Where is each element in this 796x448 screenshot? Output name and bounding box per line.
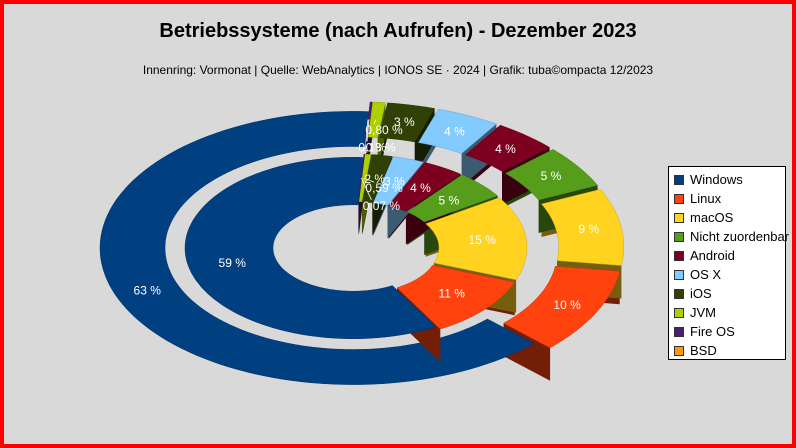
legend-label: Fire OS <box>690 324 735 339</box>
inner-label-windows: 59 % <box>219 256 247 270</box>
inner-label-ios: 2 % <box>364 172 385 186</box>
legend-label: macOS <box>690 210 734 225</box>
outer-leader-fire-os <box>366 119 370 142</box>
outer-label-fire-os: 0,13 % <box>358 141 396 155</box>
inner-slice-os-x <box>372 156 424 206</box>
outer-label-jvm: 0,80 % <box>365 123 403 137</box>
outer-label-ios: 3 % <box>394 115 415 129</box>
legend-swatch <box>674 193 684 204</box>
outer-leader-jvm <box>373 119 377 124</box>
inner-label-linux: 11 % <box>438 287 465 301</box>
legend-swatch <box>674 174 684 185</box>
chart-shapes <box>99 101 625 385</box>
inner-slice-macos <box>425 197 528 281</box>
legend-swatch <box>674 307 684 318</box>
legend-label: OS X <box>690 267 722 282</box>
outer-slice-jvm <box>367 101 386 138</box>
outer-label-windows: 63 % <box>134 284 162 298</box>
legend-swatch <box>674 345 684 356</box>
outer-slice-os-x <box>418 108 497 154</box>
legend-swatch <box>674 250 684 261</box>
legend-swatch <box>674 288 684 299</box>
legend-label: Nicht zuordenbar <box>690 229 789 244</box>
legend-label: iOS <box>690 286 712 301</box>
legend-item-android: Android <box>674 246 785 265</box>
outer-label-nicht-zuordenbar: 5 % <box>541 169 562 183</box>
inner-label-nicht-zuordenbar: 5 % <box>439 194 460 208</box>
legend-item-macos: macOS <box>674 208 785 227</box>
chart-labels: 59 %11 %15 %5 %4 %3 %2 %0,59 %0,07 %63 %… <box>134 115 600 312</box>
legend-swatch <box>674 231 684 242</box>
inner-label-os-x: 3 % <box>384 175 405 189</box>
legend-swatch <box>674 326 684 337</box>
legend-item-bsd: BSD <box>674 341 785 360</box>
inner-label-macos: 15 % <box>469 233 497 247</box>
outer-slice-nicht-zuordenbar <box>504 149 599 201</box>
outer-slice-linux <box>503 266 621 349</box>
outer-label-macos: 9 % <box>579 222 600 236</box>
inner-label-jvm: 0,59 % <box>365 181 403 195</box>
outer-slice-windows <box>99 111 535 385</box>
outer-slice-macos <box>541 189 625 266</box>
legend: Windows Linux macOS Nicht zuordenbar Android… <box>668 166 789 360</box>
inner-slice-linux <box>396 265 516 330</box>
outer-slice-android <box>464 124 551 172</box>
legend-item-ios: iOS <box>674 284 785 303</box>
outer-label-os-x: 4 % <box>444 124 465 138</box>
outer-label-linux: 10 % <box>553 298 581 312</box>
legend-item-nicht-zuordenbar: Nicht zuordenbar <box>674 227 789 246</box>
outer-label-bsd: 0 % <box>366 141 387 155</box>
legend-item-os-x: OS X <box>674 265 785 284</box>
inner-slice-android <box>388 162 462 212</box>
legend-label: Android <box>690 248 735 263</box>
outer-slice-ios <box>379 102 436 143</box>
legend-swatch <box>674 212 684 223</box>
inner-leader-fire-os <box>361 177 372 201</box>
legend-label: Windows <box>690 172 743 187</box>
legend-label: JVM <box>690 305 716 320</box>
chart-subtitle: Innenring: Vormonat | Quelle: WebAnalyti… <box>142 63 654 77</box>
outer-label-android: 4 % <box>495 142 516 156</box>
legend-item-jvm: JVM <box>674 303 785 322</box>
legend-label: BSD <box>690 343 717 358</box>
outer-leader-bsd <box>365 119 369 142</box>
inner-slice-windows <box>184 157 437 339</box>
legend-label: Linux <box>690 191 722 206</box>
inner-leader-jvm <box>363 177 375 183</box>
legend-item-windows: Windows <box>674 170 785 189</box>
inner-slice-ios <box>362 154 393 203</box>
inner-label-fire-os: 0,07 % <box>363 199 401 213</box>
inner-label-android: 4 % <box>410 181 431 195</box>
chart-title: Betriebssysteme (nach Aufrufen) - Dezemb… <box>159 20 637 42</box>
legend-item-linux: Linux <box>674 189 785 208</box>
legend-item-fire-os: Fire OS <box>674 322 785 341</box>
inner-slice-nicht-zuordenbar <box>406 174 499 223</box>
legend-swatch <box>674 269 684 280</box>
